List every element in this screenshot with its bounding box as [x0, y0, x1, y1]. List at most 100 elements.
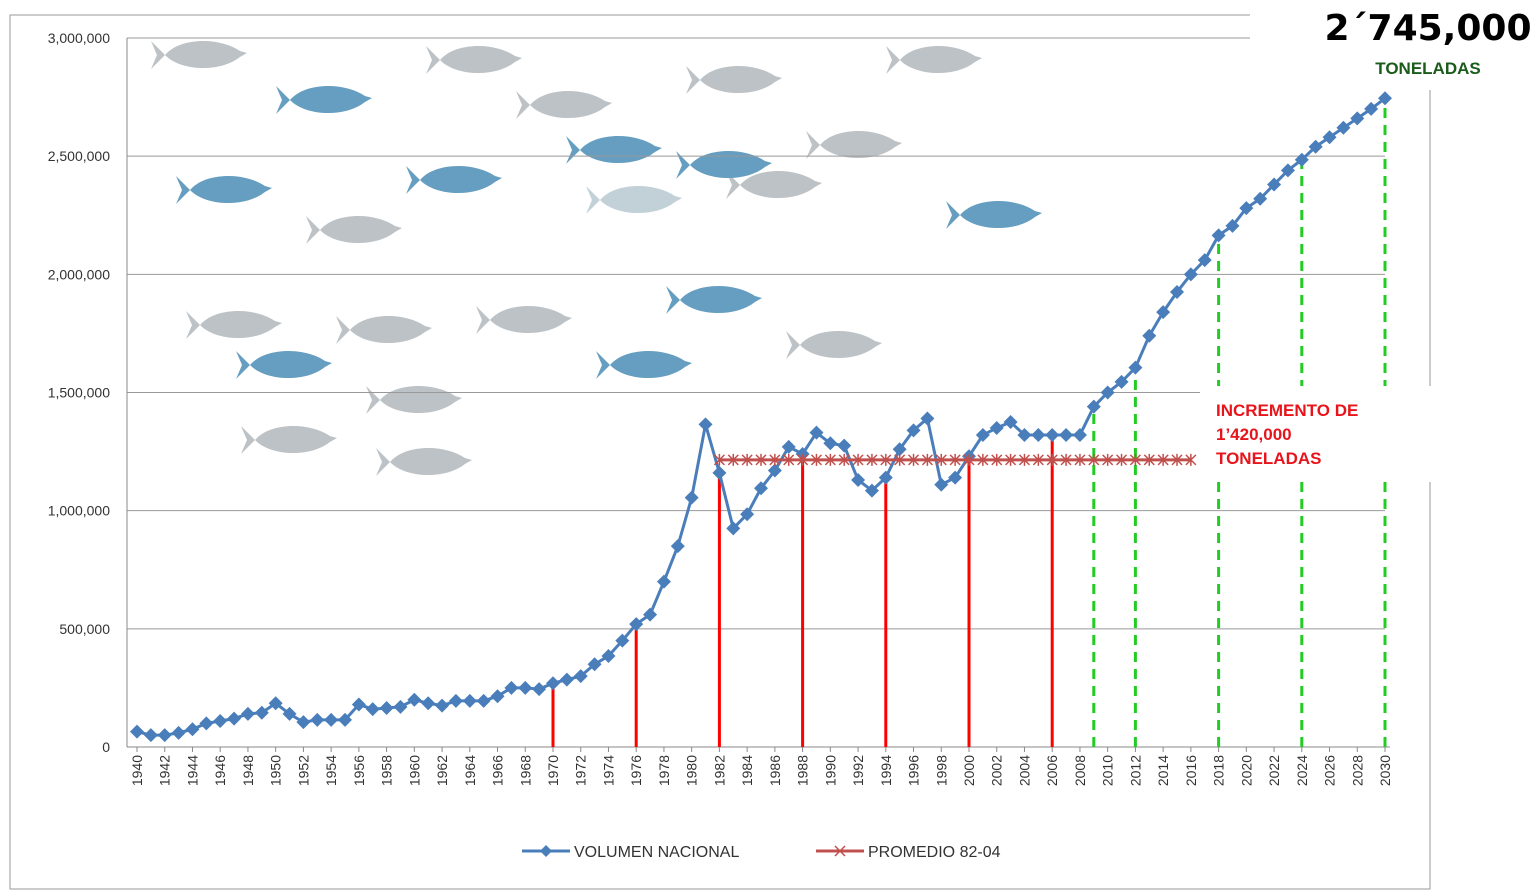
- point: [601, 649, 616, 664]
- point: [824, 453, 836, 466]
- point: [838, 453, 850, 466]
- x-tick-label: 2026: [1322, 755, 1338, 786]
- x-tick-label: 1964: [462, 755, 478, 786]
- point: [490, 689, 505, 704]
- point: [1088, 453, 1100, 466]
- point: [143, 728, 158, 743]
- point: [532, 682, 547, 697]
- point: [559, 672, 574, 687]
- point: [171, 725, 186, 740]
- x-tick-label: 2030: [1377, 755, 1393, 786]
- point: [157, 728, 172, 743]
- y-tick-label: 2,000,000: [48, 266, 110, 282]
- point: [573, 669, 588, 684]
- x-tick-label: 1988: [795, 755, 811, 786]
- point: [1086, 399, 1101, 414]
- point: [282, 706, 297, 721]
- point: [1350, 111, 1365, 126]
- point: [393, 699, 408, 714]
- point: [296, 715, 311, 730]
- point: [1142, 328, 1157, 343]
- point: [977, 453, 989, 466]
- point: [906, 423, 921, 438]
- point: [1364, 101, 1379, 116]
- x-tick-label: 1986: [767, 755, 783, 786]
- x-tick-label: 1998: [933, 755, 949, 786]
- x-tick-label: 2014: [1155, 755, 1171, 786]
- point: [934, 477, 949, 492]
- point: [920, 411, 935, 426]
- y-tick-label: 1,000,000: [48, 503, 110, 519]
- point: [797, 453, 809, 466]
- point: [1100, 385, 1115, 400]
- x-tick-label: 2004: [1016, 755, 1032, 786]
- point: [1267, 177, 1282, 192]
- point: [767, 463, 782, 478]
- point: [351, 697, 366, 712]
- point: [1225, 218, 1240, 233]
- annotation: TONELADAS: [1216, 449, 1321, 468]
- point: [1114, 374, 1129, 389]
- point: [421, 696, 436, 711]
- x-tick-label: 1962: [434, 755, 450, 786]
- point: [1185, 453, 1197, 466]
- point: [379, 701, 394, 716]
- y-tick-label: 0: [102, 739, 110, 755]
- point: [810, 453, 822, 466]
- x-tick-label: 1996: [906, 755, 922, 786]
- point: [740, 507, 755, 522]
- point: [227, 711, 242, 726]
- point: [1005, 453, 1017, 466]
- x-tick-label: 2022: [1266, 755, 1282, 786]
- y-tick-label: 1,500,000: [48, 385, 110, 401]
- x-tick-label: 1960: [406, 755, 422, 786]
- y-tick-label: 2,500,000: [48, 148, 110, 164]
- point: [935, 453, 947, 466]
- point: [435, 698, 450, 713]
- annotation: 1’420,000: [1216, 425, 1292, 444]
- point: [1046, 453, 1058, 466]
- annotation: INCREMENTO DE: [1216, 401, 1358, 420]
- x-tick-label: 1954: [323, 755, 339, 786]
- point: [1157, 453, 1169, 466]
- point: [1128, 360, 1143, 375]
- point: [908, 453, 920, 466]
- x-tick-label: 1974: [600, 755, 616, 786]
- point: [783, 453, 795, 466]
- x-tick-label: 2028: [1349, 755, 1365, 786]
- point: [1322, 130, 1337, 145]
- x-tick-label: 1944: [184, 755, 200, 786]
- point: [1018, 453, 1031, 466]
- point: [755, 453, 767, 466]
- point: [1170, 285, 1184, 300]
- point: [185, 722, 200, 737]
- point: [769, 453, 781, 466]
- x-tick-label: 1958: [379, 755, 395, 786]
- point: [199, 716, 214, 731]
- x-tick-label: 1978: [656, 755, 672, 786]
- x-tick-label: 1940: [129, 755, 145, 786]
- y-tick-label: 500,000: [59, 621, 110, 637]
- legend-marker: [834, 845, 846, 857]
- point: [894, 453, 906, 466]
- x-tick-label: 2010: [1100, 755, 1116, 786]
- x-tick-label: 2012: [1127, 755, 1143, 786]
- point: [1072, 428, 1087, 443]
- point: [1183, 267, 1198, 282]
- x-tick-label: 1952: [295, 755, 311, 786]
- point: [892, 442, 907, 457]
- point: [643, 607, 658, 622]
- annotation: TONELADAS: [1375, 59, 1480, 78]
- point: [963, 453, 975, 466]
- point: [1308, 139, 1323, 154]
- point: [476, 693, 491, 708]
- legend-marker: [540, 845, 552, 857]
- point: [726, 521, 741, 536]
- point: [878, 470, 893, 485]
- point: [1378, 91, 1392, 106]
- point: [213, 714, 228, 729]
- point: [991, 453, 1003, 466]
- point: [504, 680, 519, 695]
- point: [1045, 428, 1060, 443]
